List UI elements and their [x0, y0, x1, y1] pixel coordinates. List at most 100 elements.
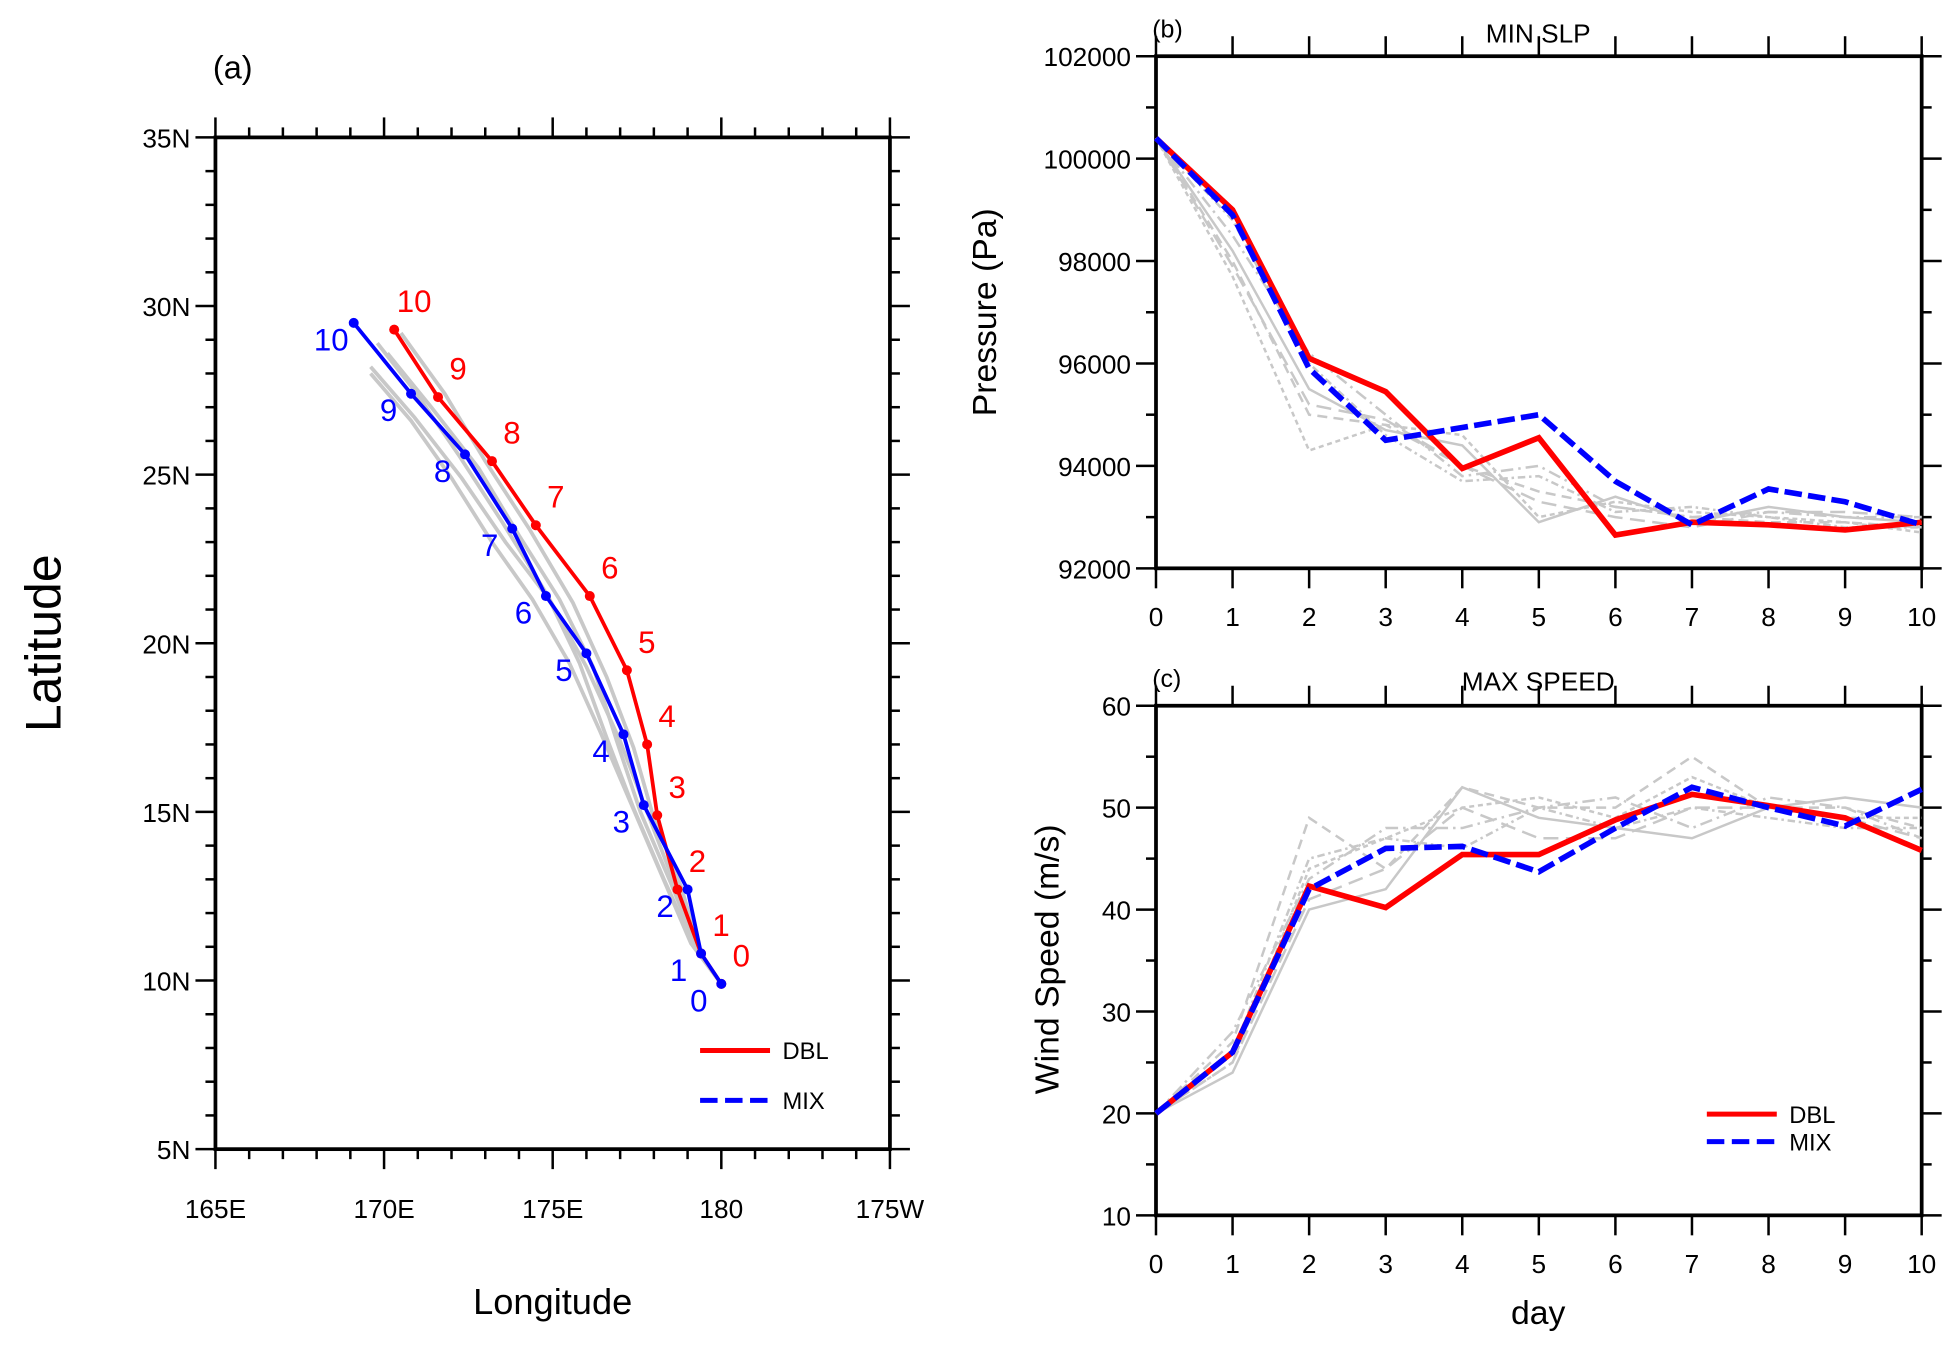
x-tick-label: 180: [699, 1194, 743, 1224]
x-tick-label: 6: [1608, 1249, 1623, 1279]
y-tick-label: 35N: [142, 123, 190, 153]
x-tick-label: 2: [1302, 602, 1317, 632]
y-tick-label: 10N: [142, 967, 190, 997]
track-point-mix: [540, 591, 551, 602]
x-tick-label: 1: [1225, 602, 1240, 632]
track-point-dbl: [672, 884, 683, 895]
y-tick-label: 10: [1102, 1201, 1131, 1231]
panel-c-ylabel: Wind Speed (m/s): [1029, 824, 1067, 1094]
day-label-dbl: 5: [638, 625, 655, 660]
x-tick-label: 175E: [522, 1194, 583, 1224]
series-mix: [1154, 784, 1923, 1116]
track-point-dbl: [389, 324, 400, 335]
ensemble-line: [1155, 775, 1922, 1115]
track-point-dbl: [486, 456, 497, 467]
series-dbl: [1154, 791, 1923, 1116]
x-tick-label: 3: [1378, 1249, 1393, 1279]
x-tick-label: 3: [1378, 602, 1393, 632]
track-point-mix: [682, 884, 693, 895]
track-point-mix: [406, 388, 417, 399]
ensemble-line: [1155, 785, 1922, 1115]
day-label-mix: 4: [592, 734, 609, 769]
track-point-mix: [716, 978, 727, 989]
track-point-dbl: [621, 665, 632, 676]
y-tick-label: 100000: [1044, 145, 1131, 175]
panel-c-xlabel: day: [1511, 1294, 1566, 1332]
day-label-mix: 10: [314, 322, 349, 357]
y-tick-label: 102000: [1044, 42, 1131, 72]
y-tick-label: 20: [1102, 1099, 1131, 1129]
day-label-dbl: 3: [669, 770, 686, 805]
track-point-dbl: [584, 591, 595, 602]
x-tick-label: 5: [1532, 602, 1547, 632]
x-tick-label: 175W: [856, 1194, 925, 1224]
y-tick-label: 20N: [142, 629, 190, 659]
day-label-dbl: 7: [547, 480, 564, 515]
series-dbl: [1154, 136, 1922, 539]
ensemble-track: [369, 372, 723, 986]
track-point-dbl: [652, 810, 663, 821]
ensemble-line: [1155, 806, 1922, 1115]
y-tick-label: 40: [1102, 896, 1131, 926]
y-tick-label: 98000: [1058, 247, 1131, 277]
ensemble-line: [1154, 137, 1922, 529]
track-point-dbl: [530, 520, 541, 531]
x-tick-label: 10: [1907, 602, 1936, 632]
panel-b-title: MIN SLP: [1486, 18, 1591, 48]
day-label-dbl: 4: [658, 699, 675, 734]
y-tick-label: 96000: [1058, 349, 1131, 379]
panel-a-xlabel: Longitude: [473, 1281, 632, 1322]
day-label-mix: 6: [515, 596, 532, 631]
x-tick-label: 4: [1455, 602, 1470, 632]
ensemble-line: [1155, 137, 1922, 519]
y-tick-label: 25N: [142, 461, 190, 491]
ensemble-line: [1155, 796, 1923, 1115]
day-label-mix: 8: [434, 454, 451, 489]
y-tick-label: 92000: [1058, 554, 1131, 584]
legend-label-dbl: DBL: [1789, 1103, 1835, 1129]
x-tick-label: 7: [1685, 1249, 1700, 1279]
track-point-dbl: [642, 739, 653, 750]
x-tick-label: 7: [1685, 602, 1700, 632]
day-label-mix: 7: [481, 528, 498, 563]
panel-b-ylabel: Pressure (Pa): [966, 208, 1004, 416]
x-tick-label: 165E: [185, 1194, 246, 1224]
day-label-dbl: 0: [733, 938, 750, 973]
track-point-dbl: [433, 392, 444, 403]
x-tick-label: 8: [1761, 1249, 1776, 1279]
day-label-dbl: 9: [449, 352, 466, 387]
panel-c-label: (c): [1152, 665, 1181, 693]
day-label-mix: 9: [380, 393, 397, 428]
day-label-mix: 2: [656, 889, 673, 924]
panel-a-label: (a): [213, 50, 253, 86]
legend-label-mix: MIX: [783, 1089, 825, 1115]
x-tick-label: 6: [1608, 602, 1623, 632]
day-label-mix: 0: [690, 983, 707, 1018]
day-label-dbl: 10: [397, 284, 432, 319]
panel-a-ylabel: Latitude: [16, 554, 72, 732]
y-tick-label: 60: [1102, 692, 1131, 722]
x-tick-label: 170E: [353, 1194, 414, 1224]
y-tick-label: 50: [1102, 794, 1131, 824]
x-tick-label: 4: [1455, 1249, 1470, 1279]
panel-b-label: (b): [1152, 15, 1183, 43]
track-point-mix: [638, 800, 649, 811]
track-point-mix: [348, 317, 359, 328]
day-label-dbl: 6: [601, 551, 618, 586]
x-tick-label: 5: [1532, 1249, 1547, 1279]
track-point-mix: [507, 523, 518, 534]
y-tick-label: 5N: [157, 1135, 191, 1165]
ensemble-line: [1154, 137, 1922, 524]
ensemble-line: [1154, 137, 1922, 529]
day-label-dbl: 1: [712, 908, 729, 943]
panel-b-min-slp: 0 1 2 3 4 5 6 7 8 9 10 92000 94000 96000 98000 100000 10…: [1044, 36, 1942, 632]
day-label-mix: 3: [613, 805, 630, 840]
x-tick-label: 9: [1838, 1249, 1853, 1279]
day-label-dbl: 2: [689, 844, 706, 879]
x-tick-label: 0: [1149, 1249, 1164, 1279]
track-point-mix: [618, 729, 629, 740]
x-tick-label: 0: [1149, 602, 1164, 632]
day-label-dbl: 8: [503, 416, 520, 451]
x-tick-label: 8: [1761, 602, 1776, 632]
